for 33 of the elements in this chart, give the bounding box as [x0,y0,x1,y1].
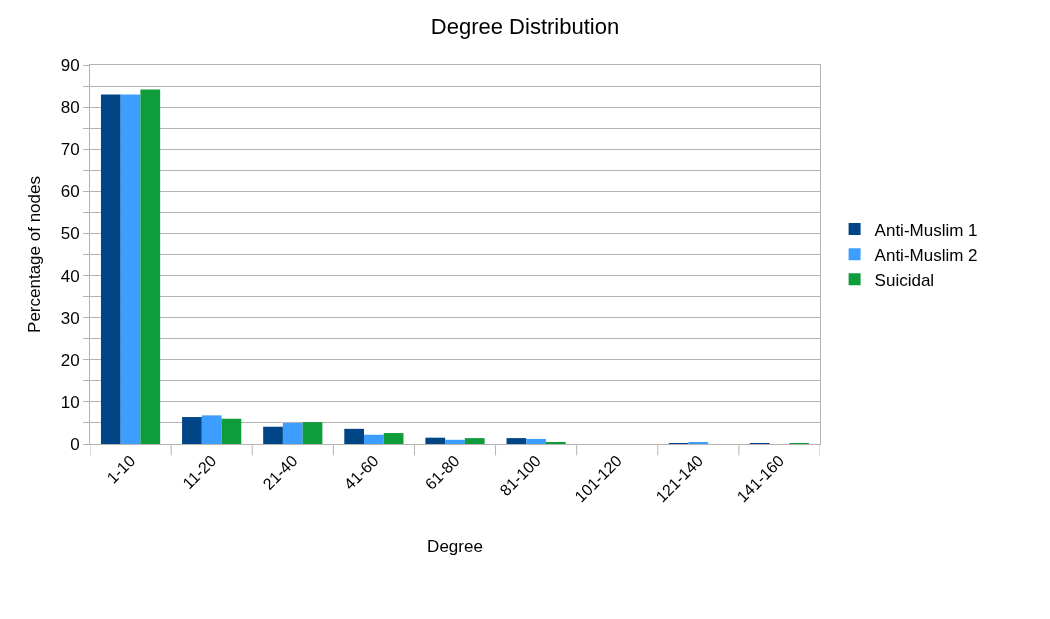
bar [526,438,546,444]
bar [140,89,161,444]
bar [344,428,365,444]
bar [282,422,303,444]
y-tick-label: 50 [60,224,80,244]
legend-label: Anti-Muslim 1 [874,220,978,240]
bar [445,439,465,444]
y-tick-label: 40 [60,266,80,286]
bar [263,426,283,444]
y-tick-label: 80 [60,98,80,118]
bar [506,438,527,444]
y-tick-label: 0 [70,434,80,454]
y-axis-title: Percentage of nodes [25,176,45,333]
bar [464,438,485,444]
y-tick-label: 30 [60,308,80,328]
bar [302,422,323,444]
bar [100,94,121,444]
bar [120,94,141,444]
y-tick-label: 60 [60,182,80,202]
bar [182,417,202,444]
bar [221,418,242,444]
bar [364,434,384,444]
y-tick-label: 70 [60,140,80,160]
x-axis-title: Degree [427,536,483,556]
chart-title: Degree Distribution [430,13,620,39]
bar [201,415,222,444]
y-tick-label: 10 [60,392,80,412]
y-tick-label: 20 [60,350,80,370]
legend-label: Suicidal [874,270,935,290]
bar [425,437,446,444]
bar [383,433,404,444]
y-tick-label: 90 [60,55,80,75]
legend-label: Anti-Muslim 2 [874,245,978,265]
